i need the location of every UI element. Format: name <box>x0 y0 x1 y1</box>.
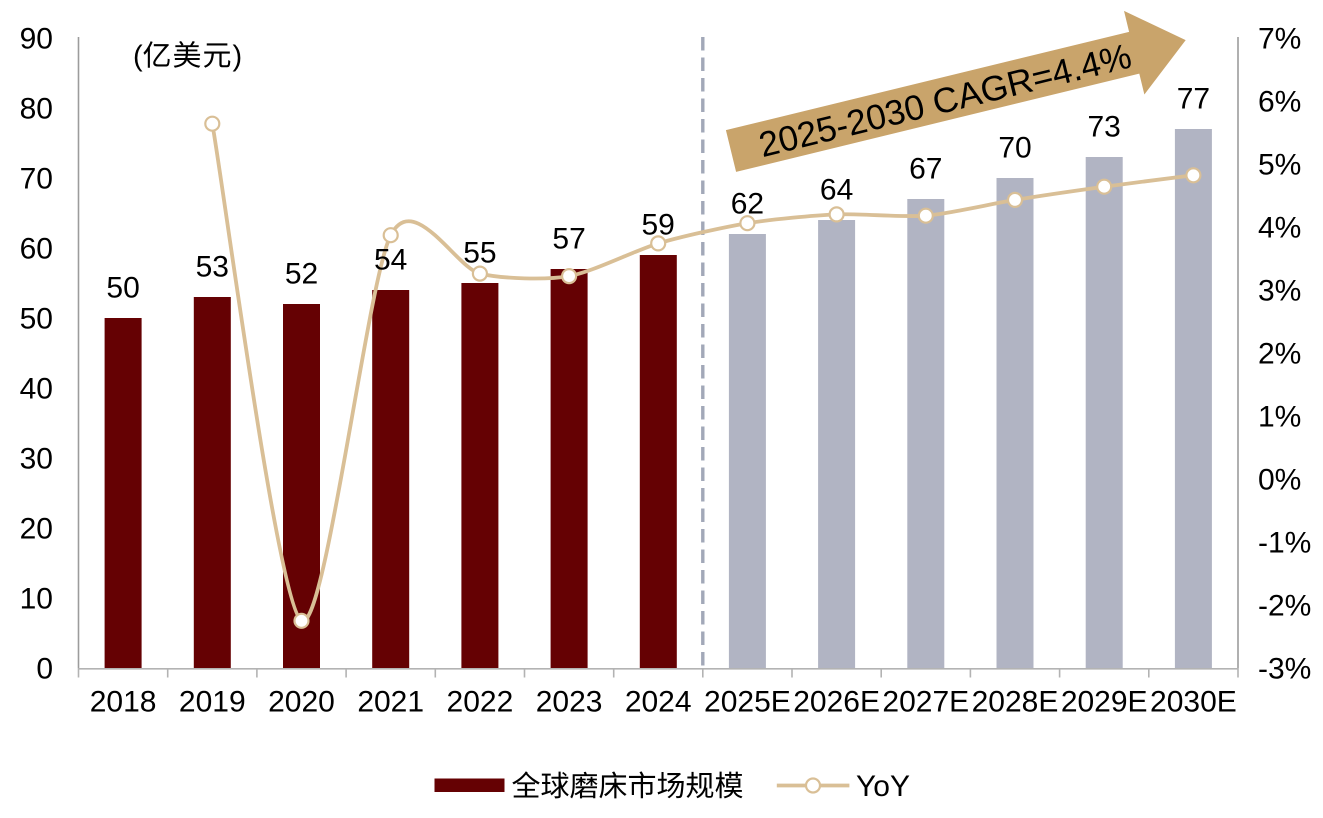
svg-text:YoY: YoY <box>856 770 910 803</box>
svg-text:55: 55 <box>463 237 496 270</box>
svg-text:2030E: 2030E <box>1150 686 1237 719</box>
svg-text:5%: 5% <box>1258 149 1301 182</box>
svg-text:-2%: -2% <box>1258 590 1311 623</box>
svg-text:53: 53 <box>196 251 229 284</box>
svg-text:2025E: 2025E <box>704 686 791 719</box>
svg-text:54: 54 <box>374 244 407 277</box>
svg-text:2018: 2018 <box>90 686 157 719</box>
svg-text:73: 73 <box>1088 111 1121 144</box>
svg-text:57: 57 <box>552 223 585 256</box>
svg-text:2027E: 2027E <box>882 686 969 719</box>
svg-text:40: 40 <box>20 373 53 406</box>
svg-text:50: 50 <box>106 272 139 305</box>
svg-text:52: 52 <box>285 258 318 291</box>
svg-text:4%: 4% <box>1258 212 1301 245</box>
svg-text:-3%: -3% <box>1258 653 1311 686</box>
svg-text:): ) <box>233 41 243 73</box>
svg-text:70: 70 <box>20 163 53 196</box>
svg-text:6%: 6% <box>1258 86 1301 119</box>
svg-text:2022: 2022 <box>447 686 514 719</box>
svg-text:2029E: 2029E <box>1061 686 1148 719</box>
svg-text:62: 62 <box>731 188 764 221</box>
svg-text:2026E: 2026E <box>793 686 880 719</box>
svg-text:2%: 2% <box>1258 338 1301 371</box>
svg-text:90: 90 <box>20 23 53 56</box>
svg-text:59: 59 <box>642 209 675 242</box>
svg-text:64: 64 <box>820 174 853 207</box>
svg-text:20: 20 <box>20 513 53 546</box>
svg-text:0%: 0% <box>1258 464 1301 497</box>
svg-text:60: 60 <box>20 233 53 266</box>
svg-text:2020: 2020 <box>268 686 335 719</box>
svg-text:7%: 7% <box>1258 23 1301 56</box>
svg-text:2023: 2023 <box>536 686 603 719</box>
svg-text:30: 30 <box>20 443 53 476</box>
svg-text:67: 67 <box>909 153 942 186</box>
svg-text:2024: 2024 <box>625 686 692 719</box>
svg-text:80: 80 <box>20 93 53 126</box>
svg-text:2028E: 2028E <box>972 686 1059 719</box>
svg-text:10: 10 <box>20 583 53 616</box>
svg-text:1%: 1% <box>1258 401 1301 434</box>
svg-text:2021: 2021 <box>357 686 424 719</box>
svg-text:0: 0 <box>36 653 53 686</box>
svg-text:3%: 3% <box>1258 275 1301 308</box>
svg-text:2019: 2019 <box>179 686 246 719</box>
svg-text:-1%: -1% <box>1258 527 1311 560</box>
svg-text:77: 77 <box>1177 83 1210 116</box>
svg-text:(: ( <box>133 41 143 73</box>
svg-text:70: 70 <box>998 132 1031 165</box>
svg-text:50: 50 <box>20 303 53 336</box>
